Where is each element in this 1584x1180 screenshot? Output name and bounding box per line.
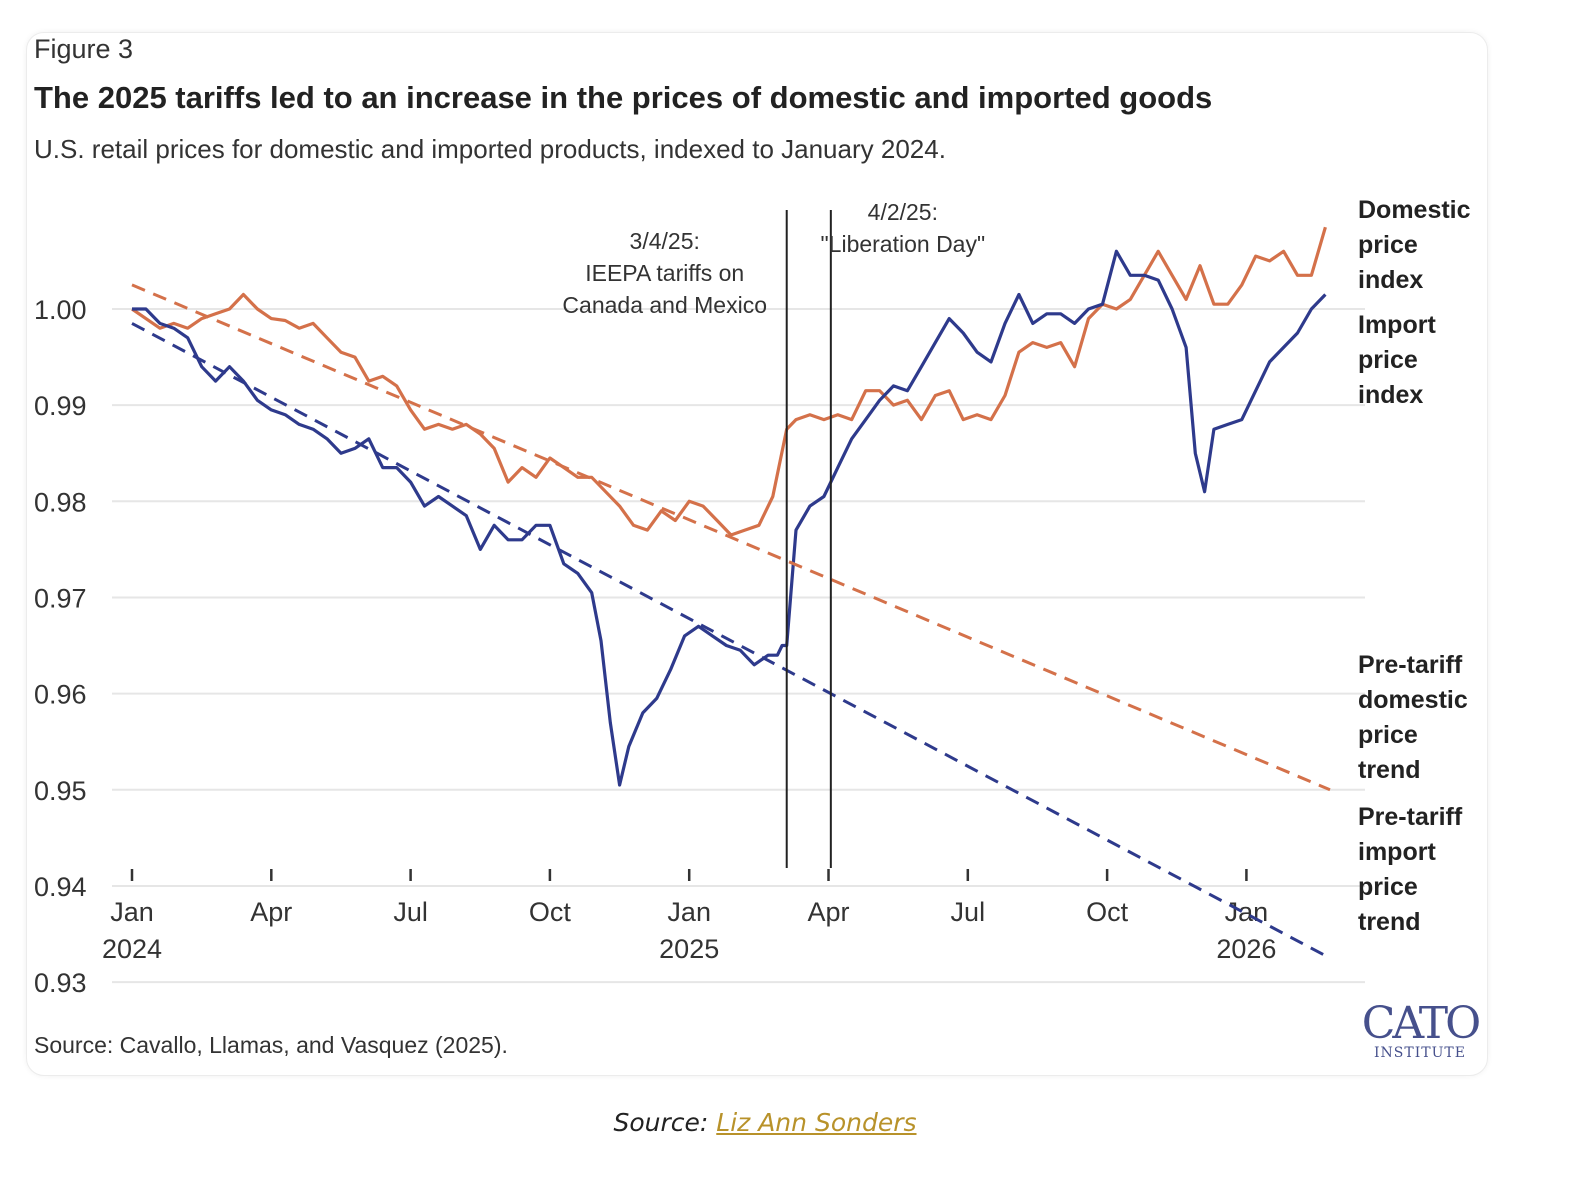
x-tick-label: Jul bbox=[393, 897, 428, 927]
figure-label: Figure 3 bbox=[34, 34, 134, 64]
series-label: index bbox=[1358, 266, 1423, 294]
source-note: Source: Cavallo, Llamas, and Vasquez (20… bbox=[34, 1032, 508, 1058]
annotation-text: Canada and Mexico bbox=[562, 292, 767, 318]
x-tick-year-label: 2024 bbox=[102, 934, 162, 964]
x-tick-label: Jan bbox=[667, 897, 711, 927]
series-label: domestic bbox=[1358, 686, 1468, 714]
pre-tariff-domestic-price-trend-line bbox=[131, 283, 1331, 792]
series-label: Import bbox=[1358, 311, 1436, 339]
image-caption: Source: Liz Ann Sonders bbox=[0, 1108, 1530, 1137]
caption-prefix: Source: bbox=[613, 1108, 717, 1137]
series-label: Pre-tariff bbox=[1358, 651, 1463, 679]
annotation-text: 3/4/25: bbox=[630, 228, 700, 254]
line-chart: 0.93 0.94 0.95 0.96 0.97 0.98 0.99 1.00 Jan 2024… bbox=[34, 196, 1471, 998]
series-label: trend bbox=[1358, 908, 1421, 936]
annotation-text: 4/2/25: bbox=[868, 199, 938, 225]
x-tick-year-label: 2026 bbox=[1216, 934, 1276, 964]
x-tick-label: Apr bbox=[807, 897, 849, 927]
series-label: trend bbox=[1358, 756, 1421, 784]
x-tick-label: Oct bbox=[529, 897, 572, 927]
y-tick-label: 0.99 bbox=[34, 391, 87, 421]
direct-labels: Domestic price index Import price index Pre-ta… bbox=[1358, 196, 1471, 936]
series-label: price bbox=[1358, 873, 1418, 901]
series-label: import bbox=[1358, 838, 1436, 866]
x-tick-label: Jan bbox=[110, 897, 154, 927]
pre-tariff-import-price-trend-line bbox=[131, 322, 1331, 960]
annotation-text: "Liberation Day" bbox=[821, 231, 986, 257]
series-label: price bbox=[1358, 346, 1418, 374]
y-tick-label: 0.94 bbox=[34, 872, 87, 902]
annotation-text: IEEPA tariffs on bbox=[585, 260, 744, 286]
y-tick-label: 0.95 bbox=[34, 776, 87, 806]
x-tick-label: Apr bbox=[250, 897, 292, 927]
chart-subtitle: U.S. retail prices for domestic and impo… bbox=[34, 134, 946, 164]
series-label: price bbox=[1358, 721, 1418, 749]
x-tick-label: Jul bbox=[951, 897, 986, 927]
figure-card bbox=[26, 32, 1488, 1076]
logo-subtext: INSTITUTE bbox=[1374, 1045, 1466, 1061]
caption-source-link[interactable]: Liz Ann Sonders bbox=[716, 1108, 917, 1137]
cato-logo: CATO INSTITUTE bbox=[1360, 998, 1481, 1061]
x-tick-year-label: 2025 bbox=[659, 934, 719, 964]
y-axis-ticks: 0.93 0.94 0.95 0.96 0.97 0.98 0.99 1.00 bbox=[34, 295, 87, 998]
y-tick-label: 0.93 bbox=[34, 968, 87, 998]
annotations: 3/4/25: IEEPA tariffs on Canada and Mexico… bbox=[562, 199, 985, 868]
series-label: Domestic bbox=[1358, 196, 1471, 224]
y-tick-label: 0.98 bbox=[34, 487, 87, 517]
grid-lines bbox=[112, 307, 1365, 984]
y-tick-label: 0.97 bbox=[34, 583, 87, 613]
series-lines bbox=[131, 226, 1331, 960]
y-tick-label: 0.96 bbox=[34, 680, 87, 710]
import-price-index-line bbox=[132, 249, 1327, 787]
y-tick-label: 1.00 bbox=[34, 295, 87, 325]
logo-text: CATO bbox=[1361, 998, 1481, 1049]
domestic-price-index-line bbox=[131, 226, 1327, 537]
x-tick-label: Oct bbox=[1086, 897, 1129, 927]
series-label: Pre-tariff bbox=[1358, 803, 1463, 831]
series-label: index bbox=[1358, 381, 1423, 409]
series-label: price bbox=[1358, 231, 1418, 259]
chart-title: The 2025 tariffs led to an increase in t… bbox=[34, 80, 1213, 115]
